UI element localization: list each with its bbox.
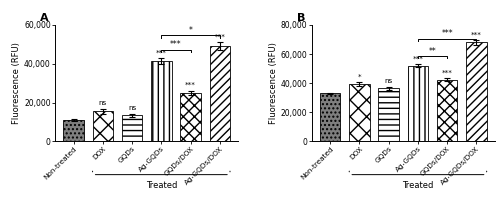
Bar — [408, 66, 428, 141]
Bar — [122, 115, 142, 141]
Bar — [151, 61, 172, 141]
Bar — [378, 88, 399, 141]
Y-axis label: Fluorescence (RFU): Fluorescence (RFU) — [12, 42, 22, 124]
Text: A: A — [40, 13, 49, 23]
Y-axis label: Fluorescence (RFU): Fluorescence (RFU) — [269, 42, 278, 124]
Text: Treated: Treated — [402, 181, 434, 190]
Text: ***: *** — [471, 32, 482, 38]
Text: Treated: Treated — [146, 181, 177, 190]
Bar — [437, 79, 458, 141]
Text: ***: *** — [412, 56, 424, 62]
Bar — [466, 42, 486, 141]
Text: ***: *** — [214, 34, 225, 40]
Bar — [180, 93, 201, 141]
Text: **: ** — [428, 47, 436, 56]
Text: ***: *** — [442, 69, 452, 75]
Bar — [210, 46, 230, 141]
Bar — [349, 84, 370, 141]
Text: B: B — [297, 13, 306, 23]
Text: ***: *** — [170, 41, 181, 50]
Text: ***: *** — [156, 50, 166, 55]
Text: ns: ns — [128, 105, 136, 111]
Text: ***: *** — [442, 29, 453, 38]
Bar — [64, 120, 84, 141]
Text: ***: *** — [185, 82, 196, 88]
Bar — [92, 111, 113, 141]
Text: ns: ns — [384, 78, 393, 84]
Text: *: * — [358, 74, 362, 80]
Text: *: * — [188, 26, 192, 35]
Bar — [320, 93, 340, 141]
Text: ns: ns — [98, 100, 107, 106]
